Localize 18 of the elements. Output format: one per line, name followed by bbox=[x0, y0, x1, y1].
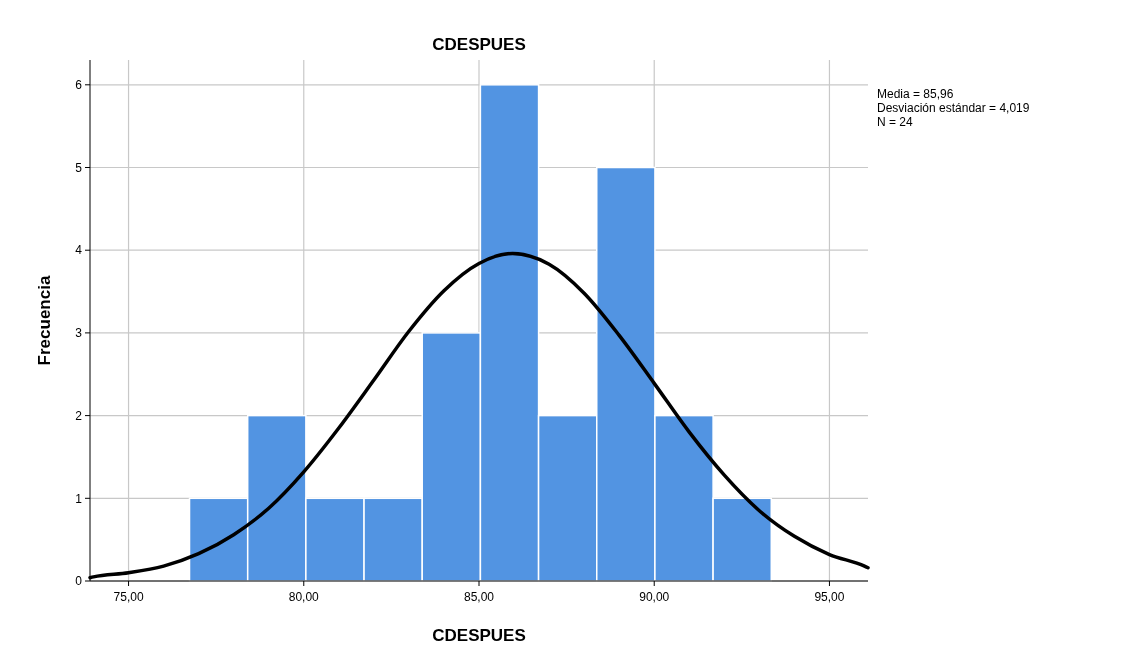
y-tick-label: 6 bbox=[75, 78, 83, 93]
text: Media = 85,96 bbox=[877, 87, 954, 101]
x-tick-label: 80,00 bbox=[288, 590, 320, 604]
y-axis-title: Frecuencia bbox=[35, 275, 54, 366]
y-tick-label: 0 bbox=[75, 574, 83, 589]
text: Desviación estándar = 4,019 bbox=[877, 101, 1030, 115]
y-tick-label: 2 bbox=[75, 408, 83, 423]
y-tick-label: 3 bbox=[75, 326, 83, 341]
y-tick-label: 4 bbox=[75, 243, 83, 258]
y-tick-label: 1 bbox=[75, 491, 83, 506]
x-tick-label: 85,00 bbox=[463, 590, 495, 604]
y-tick-label: 5 bbox=[75, 160, 83, 175]
chart-title: CDESPUES bbox=[432, 35, 526, 54]
x-tick-label: 90,00 bbox=[639, 590, 670, 604]
x-axis-title: CDESPUES bbox=[432, 626, 526, 645]
x-tick-label: 75,00 bbox=[113, 590, 144, 604]
text: N = 24 bbox=[877, 115, 914, 129]
x-tick-label: 95,00 bbox=[814, 590, 845, 604]
